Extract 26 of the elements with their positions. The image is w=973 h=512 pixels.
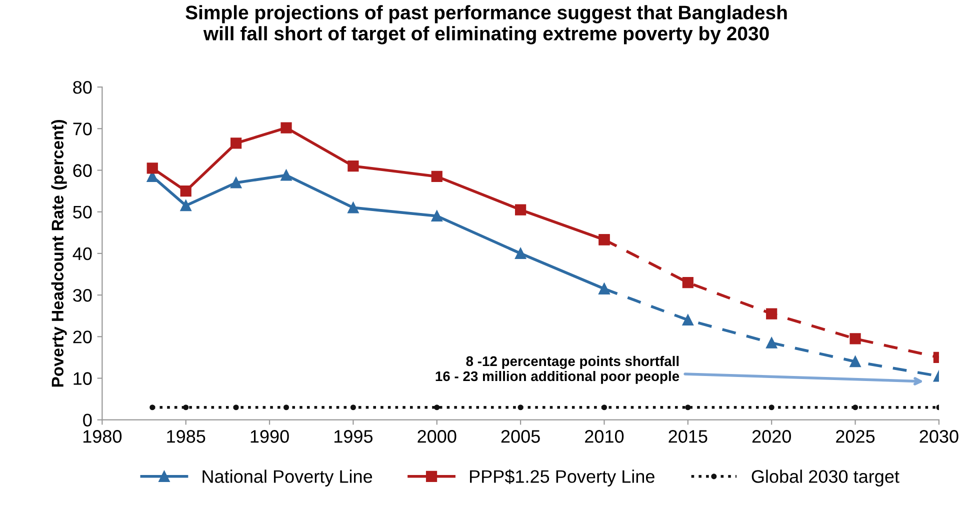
y-tick-label: 0 [83,414,92,427]
legend-label: Global 2030 target [752,470,900,486]
y-tick-label: 50 [73,206,92,219]
x-tick-label: 1980 [83,430,122,443]
y-tick-label: 70 [73,122,92,136]
x-tick-label: 1990 [250,430,289,443]
y-tick-label: 30 [73,288,92,302]
x-tick-label: 2015 [668,430,708,443]
y-tick-label: 20 [73,330,92,344]
y-tick-label: 10 [74,372,92,385]
y-tick-label: 60 [73,164,92,177]
y-tick-label: 80 [73,80,92,94]
x-tick-label: 2010 [585,430,624,443]
y-axis-title: Poverty Headcount Rate (percent) [51,120,67,387]
x-tick-label: 1985 [167,430,206,443]
x-tick-label: 2020 [752,430,791,443]
x-tick-label: 2000 [418,430,456,443]
legend-label: PPP$1.25 Poverty Line [470,469,654,486]
legend-label: National Poverty Line [202,470,372,486]
x-tick-label: 2030 [920,430,958,443]
x-tick-label: 2005 [501,430,540,443]
x-tick-label: 2025 [836,430,875,443]
x-tick-label: 1995 [334,430,373,443]
annotation: 8 -12 percentage points shortfall 16 - 23 million additional poor people [436,356,680,384]
y-tick-label: 40 [72,247,92,260]
chart-title: Simple projections of past performance suggest that Bangladesh will fall short of target of eliminating extreme poverty by 2030 [186,5,787,44]
